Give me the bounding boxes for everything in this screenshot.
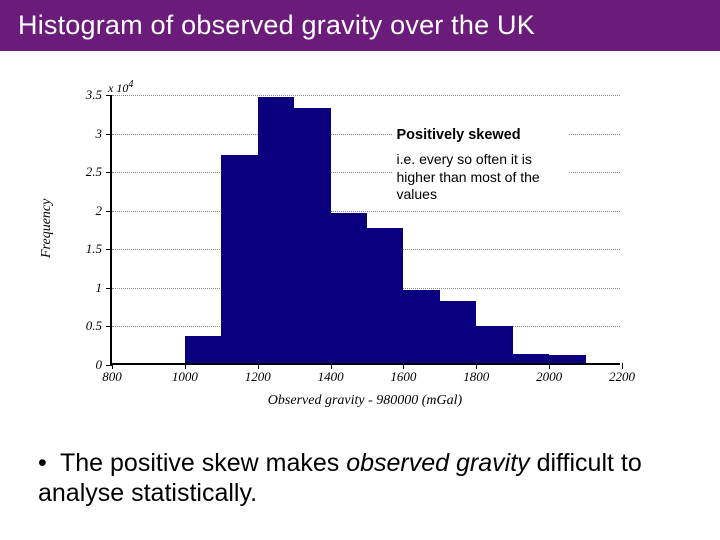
x-tick-label: 1600 <box>390 369 416 385</box>
y-tick-label: 0 <box>96 357 103 373</box>
annotation-heading: Positively skewed <box>397 127 564 143</box>
x-tick-label: 2200 <box>609 369 635 385</box>
y-tick <box>106 95 112 96</box>
y-tick <box>106 249 112 250</box>
plot-area: 00.511.522.533.5800100012001400160018002… <box>110 95 620 365</box>
y-multiplier: x 104 <box>108 79 133 96</box>
annotation-box: Positively skewed i.e. every so often it… <box>393 125 568 206</box>
bullet-text-pre: The positive skew makes <box>60 449 346 477</box>
y-tick <box>106 288 112 289</box>
grid-line <box>112 211 620 212</box>
histogram-bar <box>331 213 367 363</box>
page-title: Histogram of observed gravity over the U… <box>0 0 720 51</box>
y-tick-label: 0.5 <box>86 318 102 334</box>
histogram-bar <box>294 108 330 363</box>
y-tick-label: 3 <box>96 126 103 142</box>
histogram-bar <box>258 97 294 363</box>
y-tick <box>106 211 112 212</box>
annotation-subtext: i.e. every so often it is higher than mo… <box>397 151 564 204</box>
y-tick-label: 2.5 <box>86 164 102 180</box>
histogram-bar <box>549 355 585 363</box>
x-axis-label: Observed gravity - 980000 (mGal) <box>268 393 462 409</box>
bullet-text-em: observed gravity <box>346 449 529 477</box>
x-tick-label: 2000 <box>536 369 562 385</box>
y-tick-label: 3.5 <box>86 87 102 103</box>
histogram-bar <box>476 326 512 363</box>
y-tick-label: 2 <box>96 203 103 219</box>
x-tick-label: 800 <box>102 369 122 385</box>
y-tick-label: 1 <box>96 280 103 296</box>
x-tick-label: 1000 <box>172 369 198 385</box>
y-tick <box>106 326 112 327</box>
y-tick-label: 1.5 <box>86 241 102 257</box>
histogram-bar <box>403 290 439 363</box>
x-tick-label: 1200 <box>245 369 271 385</box>
x-tick-label: 1800 <box>463 369 489 385</box>
bullet-point: •The positive skew makes observed gravit… <box>38 448 680 508</box>
y-tick <box>106 172 112 173</box>
histogram-bar <box>440 301 476 363</box>
histogram-bar <box>221 155 257 363</box>
histogram-bar <box>513 354 549 363</box>
grid-line <box>112 95 620 96</box>
y-tick <box>106 134 112 135</box>
bullet-marker: • <box>38 448 60 478</box>
histogram-chart: x 104 Frequency 00.511.522.533.580010001… <box>60 85 640 415</box>
histogram-bar <box>367 228 403 363</box>
x-tick-label: 1400 <box>318 369 344 385</box>
histogram-bar <box>185 336 221 363</box>
y-axis-label: Frequency <box>39 199 55 258</box>
